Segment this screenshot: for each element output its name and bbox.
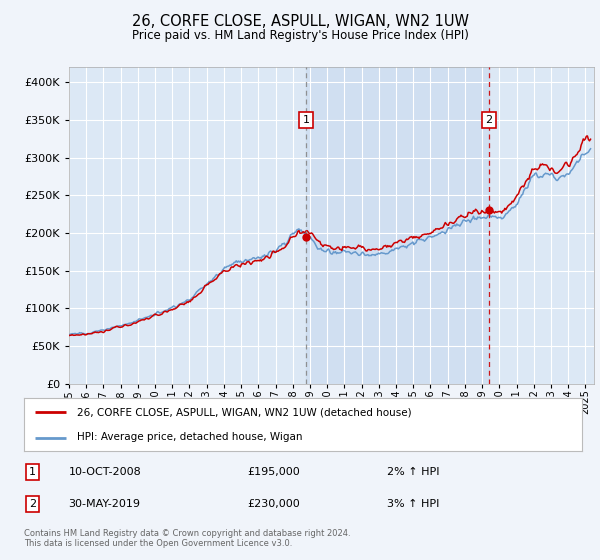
Text: Contains HM Land Registry data © Crown copyright and database right 2024.: Contains HM Land Registry data © Crown c…	[24, 529, 350, 538]
Text: £230,000: £230,000	[247, 499, 300, 509]
Bar	[306, 67, 489, 384]
Text: 26, CORFE CLOSE, ASPULL, WIGAN, WN2 1UW (detached house): 26, CORFE CLOSE, ASPULL, WIGAN, WN2 1UW …	[77, 408, 412, 418]
Text: 26, CORFE CLOSE, ASPULL, WIGAN, WN2 1UW: 26, CORFE CLOSE, ASPULL, WIGAN, WN2 1UW	[131, 14, 469, 29]
Text: 3% ↑ HPI: 3% ↑ HPI	[387, 499, 439, 509]
Text: 1: 1	[302, 115, 310, 125]
Text: £195,000: £195,000	[247, 467, 300, 477]
Text: 30-MAY-2019: 30-MAY-2019	[68, 499, 140, 509]
Text: 2: 2	[29, 499, 36, 509]
Text: 10-OCT-2008: 10-OCT-2008	[68, 467, 142, 477]
Text: HPI: Average price, detached house, Wigan: HPI: Average price, detached house, Wiga…	[77, 432, 302, 442]
Text: This data is licensed under the Open Government Licence v3.0.: This data is licensed under the Open Gov…	[24, 539, 292, 548]
Text: Price paid vs. HM Land Registry's House Price Index (HPI): Price paid vs. HM Land Registry's House …	[131, 29, 469, 42]
Text: 1: 1	[29, 467, 36, 477]
Text: 2: 2	[485, 115, 493, 125]
Text: 2% ↑ HPI: 2% ↑ HPI	[387, 467, 439, 477]
